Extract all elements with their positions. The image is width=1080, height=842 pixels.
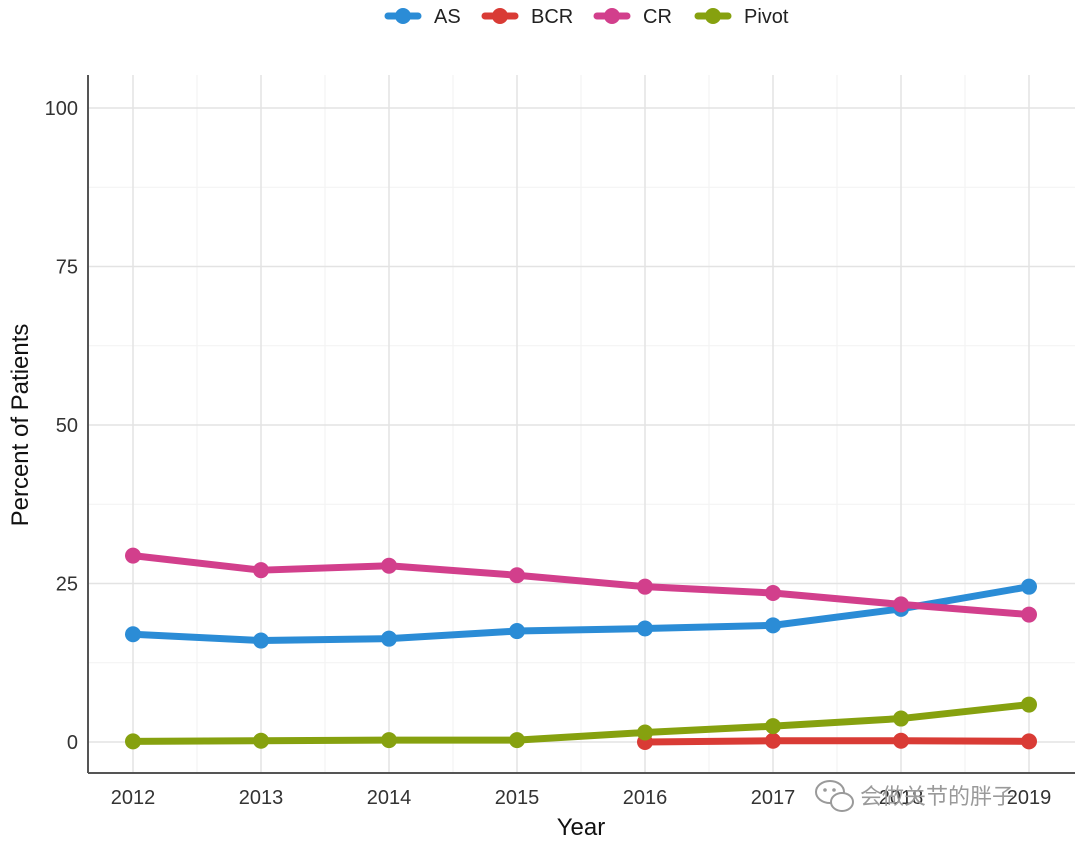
data-point <box>765 732 781 749</box>
data-point <box>125 733 141 750</box>
data-point <box>1021 578 1037 595</box>
data-point <box>893 596 909 613</box>
data-point <box>637 578 653 595</box>
data-point <box>125 626 141 643</box>
series-pivot <box>125 696 1037 750</box>
legend-label: BCR <box>531 6 573 28</box>
x-tick-label: 2016 <box>623 787 668 809</box>
watermark: 会做关节的胖子 <box>815 780 1014 812</box>
data-point <box>765 617 781 634</box>
data-point <box>253 562 269 579</box>
legend-key-point <box>492 8 508 24</box>
data-point <box>893 710 909 727</box>
series-line <box>641 737 1033 746</box>
y-axis-title: Percent of Patients <box>7 324 34 527</box>
legend-item-as: AS <box>384 6 461 28</box>
series-bcr <box>637 732 1037 750</box>
legend: AS BCR CR Pivot <box>384 6 789 28</box>
y-tick-label: 50 <box>56 415 78 437</box>
data-point <box>381 630 397 647</box>
data-point <box>1021 733 1037 750</box>
series-layer <box>125 547 1037 750</box>
data-point <box>125 547 141 564</box>
y-tick-label: 25 <box>56 574 78 596</box>
watermark-text: 会做关节的胖子 <box>860 784 1014 809</box>
series-cr <box>125 547 1037 623</box>
data-point <box>893 732 909 749</box>
data-point <box>1021 696 1037 713</box>
data-point <box>1021 606 1037 623</box>
x-tick-label: 2015 <box>495 787 540 809</box>
legend-key-point <box>705 8 721 24</box>
y-tick-label: 75 <box>56 257 78 279</box>
x-tick-label: 2012 <box>111 787 156 809</box>
series-line <box>129 701 1033 745</box>
data-point <box>637 620 653 637</box>
tick-labels: 0 25 50 75 100 2012 2013 2014 2015 2016 2017 2018 20… <box>45 98 1052 809</box>
x-tick-label: 2019 <box>1007 787 1052 809</box>
legend-key-point <box>604 8 620 24</box>
legend-label: Pivot <box>744 6 789 28</box>
grid <box>88 75 1075 773</box>
data-point <box>765 585 781 602</box>
x-tick-label: 2014 <box>367 787 412 809</box>
x-tick-label: 2018 <box>879 787 924 809</box>
data-point <box>765 718 781 735</box>
data-point <box>509 623 525 640</box>
data-point <box>637 724 653 741</box>
x-tick-label: 2013 <box>239 787 284 809</box>
data-point <box>253 732 269 749</box>
data-point <box>509 567 525 584</box>
data-point <box>381 557 397 574</box>
data-point <box>509 732 525 749</box>
legend-item-bcr: BCR <box>481 6 573 28</box>
x-axis-title: Year <box>557 814 606 841</box>
legend-item-pivot: Pivot <box>694 6 789 28</box>
data-point <box>381 732 397 749</box>
wechat-icon <box>815 780 854 812</box>
series-line <box>129 583 1033 645</box>
x-tick-label: 2017 <box>751 787 796 809</box>
legend-label: CR <box>643 6 672 28</box>
series-line <box>129 552 1033 619</box>
legend-key-point <box>395 8 411 24</box>
data-point <box>253 632 269 649</box>
axes <box>87 75 1075 774</box>
y-tick-label: 0 <box>67 732 78 754</box>
legend-item-cr: CR <box>593 6 672 28</box>
legend-label: AS <box>434 6 461 28</box>
y-tick-label: 100 <box>45 98 78 120</box>
